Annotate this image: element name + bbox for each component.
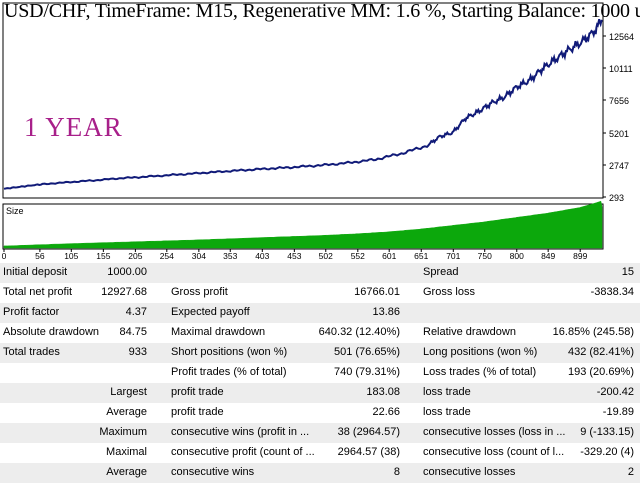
stat-value: -200.42 bbox=[596, 386, 634, 398]
x-tick-label: 502 bbox=[319, 251, 333, 261]
stat-label: Total net profit bbox=[3, 286, 73, 298]
stat-value: 16766.01 bbox=[354, 286, 400, 298]
stat-label: Relative drawdown bbox=[423, 326, 516, 338]
stat-value: 9 (-133.15) bbox=[580, 426, 634, 438]
x-tick-label: 353 bbox=[223, 251, 237, 261]
stat-value: 13.86 bbox=[372, 306, 400, 318]
stat-value: 432 (82.41%) bbox=[567, 346, 634, 358]
stats-row: Average profit trade 22.66 loss trade -19.89 bbox=[0, 403, 640, 423]
stat-value: 183.08 bbox=[366, 386, 400, 398]
stat-value: 38 (2964.57) bbox=[337, 426, 400, 438]
stat-value: Average bbox=[106, 406, 147, 418]
x-tick-label: 304 bbox=[192, 251, 206, 261]
x-tick-label: 0 bbox=[2, 251, 7, 261]
y-tick-label: 5201 bbox=[609, 129, 629, 139]
stats-row: Maximal consecutive profit (count of ... 2… bbox=[0, 443, 640, 463]
stat-label: Long positions (won %) bbox=[423, 346, 538, 358]
x-tick-label: 601 bbox=[382, 251, 396, 261]
stat-value: 4.37 bbox=[125, 306, 147, 318]
x-tick-label: 750 bbox=[478, 251, 492, 261]
y-tick-label: 10111 bbox=[609, 64, 633, 74]
stats-row: Average consecutive wins 8 consecutive loss… bbox=[0, 463, 640, 483]
y-tick-label: 7656 bbox=[609, 96, 629, 106]
stat-label: consecutive wins bbox=[171, 466, 255, 478]
stats-row: Absolute drawdown 84.75 Maximal drawdown 64… bbox=[0, 323, 640, 343]
stat-label: Gross profit bbox=[171, 286, 228, 298]
stat-value: 8 bbox=[393, 466, 400, 478]
x-tick-label: 205 bbox=[128, 251, 142, 261]
size-area bbox=[3, 200, 603, 249]
stat-label: consecutive profit (count of ... bbox=[171, 446, 315, 458]
stats-row: Largest profit trade 183.08 loss trade -200.… bbox=[0, 383, 640, 403]
x-tick-label: 254 bbox=[160, 251, 174, 261]
stat-label: loss trade bbox=[423, 386, 471, 398]
stat-value: 2964.57 (38) bbox=[337, 446, 400, 458]
stat-label: consecutive wins (profit in ... bbox=[171, 426, 310, 438]
y-tick-label: 293 bbox=[609, 193, 624, 203]
stat-label: consecutive losses bbox=[423, 466, 516, 478]
period-annotation: 1 YEAR bbox=[24, 112, 123, 142]
stat-value: 12927.68 bbox=[101, 286, 147, 298]
stat-label: loss trade bbox=[423, 406, 471, 418]
stat-label: Initial deposit bbox=[3, 266, 68, 278]
stat-label: profit trade bbox=[171, 386, 224, 398]
stat-value: 740 (79.31%) bbox=[333, 366, 400, 378]
stat-value: 1000.00 bbox=[107, 266, 147, 278]
stat-label: Profit factor bbox=[3, 306, 60, 318]
stat-label: Expected payoff bbox=[171, 306, 250, 318]
stat-value: -329.20 (4) bbox=[580, 446, 634, 458]
stat-label: consecutive losses (loss in ... bbox=[423, 426, 566, 438]
x-tick-label: 552 bbox=[351, 251, 365, 261]
stat-label: Total trades bbox=[3, 346, 60, 358]
stat-value: Average bbox=[106, 466, 147, 478]
stat-label: Profit trades (% of total) bbox=[171, 366, 287, 378]
x-tick-label: 651 bbox=[414, 251, 428, 261]
balance-plot-frame bbox=[2, 2, 604, 199]
stats-row: Initial deposit 1000.00 Spread 15 bbox=[0, 263, 640, 283]
stat-value: Largest bbox=[110, 386, 147, 398]
stat-value: 84.75 bbox=[119, 326, 147, 338]
stat-value: 2 bbox=[627, 466, 634, 478]
stat-label: Spread bbox=[423, 266, 459, 278]
chart-title: USD/CHF, TimeFrame: M15, Regenerative MM… bbox=[4, 0, 640, 22]
x-tick-label: 701 bbox=[446, 251, 460, 261]
stat-value: 501 (76.65%) bbox=[333, 346, 400, 358]
y-tick-label: 2747 bbox=[609, 161, 629, 171]
stat-label: Loss trades (% of total) bbox=[423, 366, 537, 378]
stat-label: consecutive loss (count of l... bbox=[423, 446, 565, 458]
stat-label: Maximal drawdown bbox=[171, 326, 266, 338]
stat-value: 16.85% (245.58) bbox=[552, 326, 634, 338]
stat-value: 933 bbox=[128, 346, 147, 358]
stats-row: Total trades 933 Short positions (won %) 50… bbox=[0, 343, 640, 363]
stat-label: Absolute drawdown bbox=[3, 326, 100, 338]
balance-line bbox=[3, 18, 603, 190]
y-tick-label: 12564 bbox=[609, 32, 634, 42]
stat-value: Maximal bbox=[106, 446, 147, 458]
x-tick-label: 899 bbox=[573, 251, 587, 261]
x-tick-label: 56 bbox=[35, 251, 45, 261]
stat-label: profit trade bbox=[171, 406, 224, 418]
x-tick-label: 105 bbox=[64, 251, 78, 261]
stats-row: Maximum consecutive wins (profit in ... 38… bbox=[0, 423, 640, 443]
stats-row: Profit trades (% of total) 740 (79.31%) Lo… bbox=[0, 363, 640, 383]
stat-value: -3838.34 bbox=[590, 286, 634, 298]
stat-value: 193 (20.69%) bbox=[567, 366, 634, 378]
stat-value: -19.89 bbox=[602, 406, 634, 418]
stat-value: 22.66 bbox=[372, 406, 400, 418]
stat-value: Maximum bbox=[99, 426, 147, 438]
x-tick-label: 403 bbox=[255, 251, 269, 261]
x-tick-label: 800 bbox=[510, 251, 524, 261]
stats-row: Profit factor 4.37 Expected payoff 13.86 bbox=[0, 303, 640, 323]
stat-label: Gross loss bbox=[423, 286, 475, 298]
stat-label: Short positions (won %) bbox=[171, 346, 288, 358]
x-tick-label: 849 bbox=[541, 251, 555, 261]
balance-chart: Size 12564 10111 7656 5201 2747 293 0 56 105 155 20… bbox=[2, 2, 634, 261]
x-tick-label: 155 bbox=[96, 251, 110, 261]
stat-value: 15 bbox=[621, 266, 634, 278]
stat-value: 640.32 (12.40%) bbox=[318, 326, 400, 338]
stats-row: Total net profit 12927.68 Gross profit 1676… bbox=[0, 283, 640, 303]
size-panel-label: Size bbox=[6, 206, 24, 216]
x-tick-label: 453 bbox=[287, 251, 301, 261]
